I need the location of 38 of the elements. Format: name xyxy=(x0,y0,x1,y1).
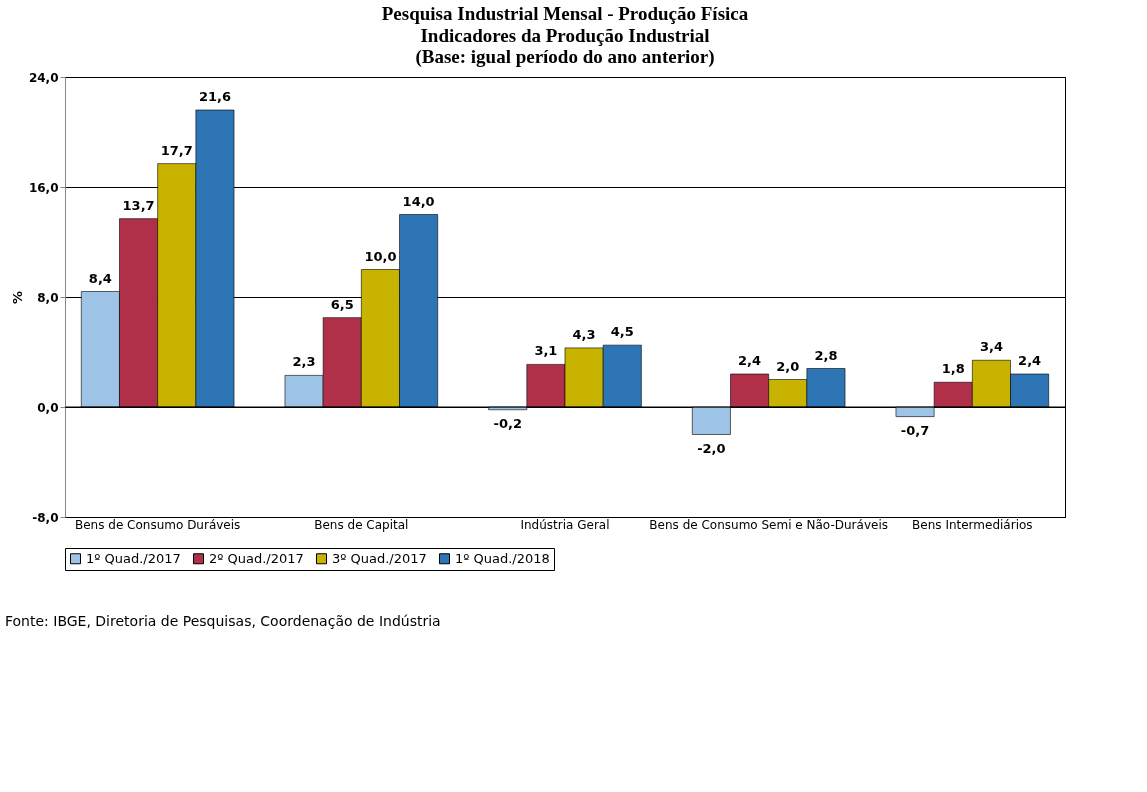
data-label: 4,5 xyxy=(610,324,634,340)
legend-label: 1º Quad./2017 xyxy=(86,550,181,566)
chart-title: Pesquisa Industrial Mensal - Produção Física xyxy=(381,3,749,24)
chart-subtitle: Indicadores da Produção Industrial (Base: igual período do ano anterior) xyxy=(415,25,715,68)
data-label: 3,1 xyxy=(534,343,558,359)
x-tick-label: Bens de Consumo Duráveis xyxy=(75,517,241,532)
data-label: 17,7 xyxy=(160,142,193,158)
x-tick-label: Bens de Capital xyxy=(314,517,409,532)
y-tick-label: 8,0 xyxy=(37,290,59,305)
data-label: 2,3 xyxy=(292,354,316,370)
y-axis-title: % xyxy=(9,290,25,305)
x-tick-label: Indústria Geral xyxy=(520,517,610,532)
data-label: 10,0 xyxy=(364,248,397,264)
legend-label: 2º Quad./2017 xyxy=(209,550,304,566)
data-label: -0,7 xyxy=(900,422,930,438)
y-tick-label: 16,0 xyxy=(28,180,59,195)
data-label: 2,4 xyxy=(738,353,762,368)
y-tick-label: 24,0 xyxy=(28,70,59,85)
data-label: 21,6 xyxy=(198,89,231,104)
data-label: 2,0 xyxy=(776,358,800,374)
data-label: -0,2 xyxy=(493,415,522,431)
y-tick-label: -8,0 xyxy=(32,510,59,525)
data-label: 14,0 xyxy=(402,193,435,209)
x-tick-label: Bens Intermediários xyxy=(912,517,1033,532)
y-tick-label: 0,0 xyxy=(37,400,59,415)
data-label: 13,7 xyxy=(122,197,155,213)
data-label: 1,8 xyxy=(941,361,965,377)
legend-label: 1º Quad./2018 xyxy=(455,550,550,566)
data-label: 4,3 xyxy=(572,326,596,342)
x-tick-label: Bens de Consumo Semi e Não-Duráveis xyxy=(649,517,888,532)
data-label: 2,4 xyxy=(1018,353,1042,368)
data-label: -2,0 xyxy=(697,440,726,456)
legend-label: 3º Quad./2017 xyxy=(332,550,427,566)
data-label: 6,5 xyxy=(330,296,354,312)
source-note: Fonte: IBGE, Diretoria de Pesquisas, Coordenação de Indústria xyxy=(5,613,441,629)
data-label: 2,8 xyxy=(814,347,838,363)
data-label: 3,4 xyxy=(979,339,1003,355)
data-label: 8,4 xyxy=(88,270,112,286)
